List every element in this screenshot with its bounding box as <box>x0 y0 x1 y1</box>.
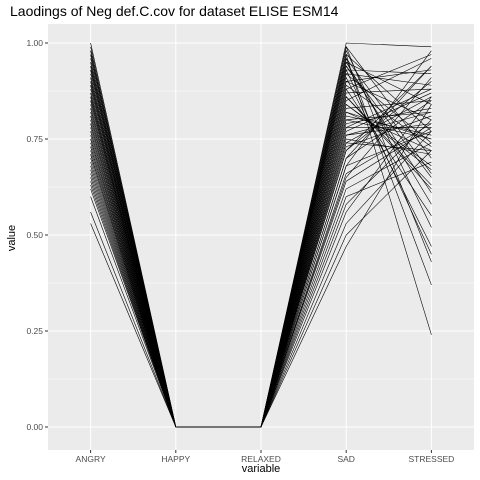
x-tick-label: SAD <box>337 454 354 464</box>
x-tick-label: RELAXED <box>241 454 281 464</box>
chart-title: Laodings of Neg def.C.cov for dataset EL… <box>10 3 339 19</box>
y-tick-label: 0.50 <box>26 230 43 240</box>
x-tick-label: ANGRY <box>76 454 106 464</box>
series-lines <box>90 42 432 428</box>
x-tick-label: HAPPY <box>161 454 190 464</box>
y-tick-label: 0.75 <box>26 134 43 144</box>
x-axis: ANGRY HAPPY RELAXED SAD STRESSED <box>76 450 454 464</box>
series-line <box>90 96 432 428</box>
y-axis: 0.00 0.25 0.50 0.75 1.00 <box>26 38 48 432</box>
y-tick-label: 0.25 <box>26 326 43 336</box>
x-axis-title: variable <box>242 463 281 475</box>
y-axis-title: value <box>6 225 18 251</box>
x-tick-label: STRESSED <box>408 454 454 464</box>
y-tick-label: 0.00 <box>26 422 43 432</box>
y-tick-label: 1.00 <box>26 38 43 48</box>
